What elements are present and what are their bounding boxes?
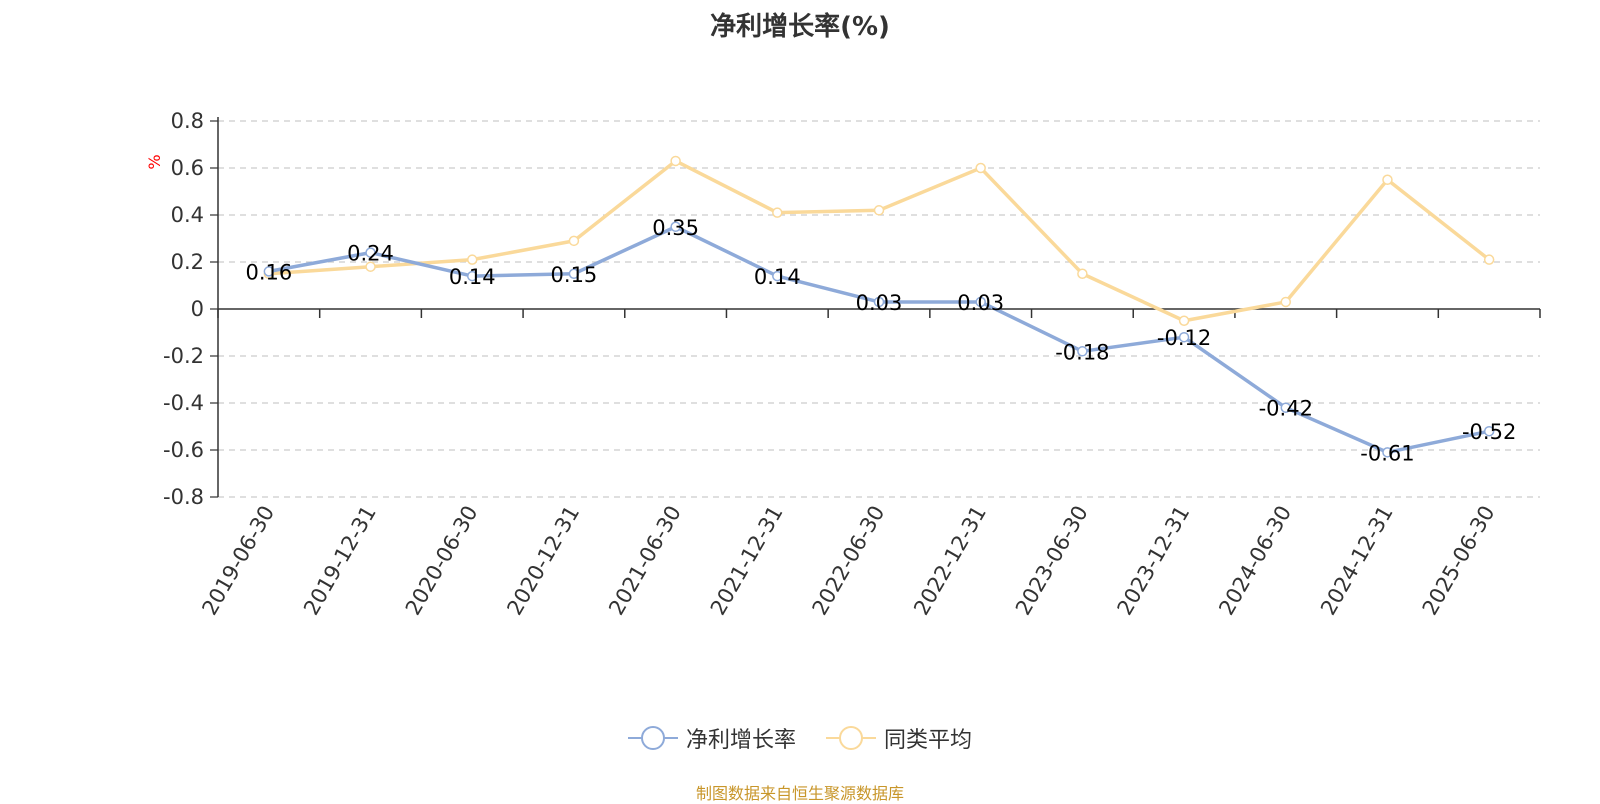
legend-item-series-2[interactable]: 同类平均 <box>826 722 972 754</box>
data-label: 0.03 <box>957 291 1004 315</box>
data-point-series-1 <box>1382 447 1393 458</box>
y-tick-label: -0.8 <box>163 485 204 509</box>
data-label: -0.42 <box>1259 397 1313 421</box>
legend-item-series-1[interactable]: 净利增长率 <box>627 722 796 754</box>
x-tick-label: 2024-12-31 <box>1316 502 1398 620</box>
data-point-series-2 <box>772 207 783 218</box>
x-tick-label: 2021-12-31 <box>706 502 788 620</box>
x-tick-label: 2023-06-30 <box>1011 502 1093 620</box>
data-point-series-1 <box>1178 331 1190 343</box>
data-point-series-2 <box>1382 174 1393 185</box>
data-point-series-2 <box>1483 254 1495 265</box>
y-tick-label: 0.8 <box>171 109 204 133</box>
y-tick-label: -0.6 <box>163 438 204 462</box>
x-tick-label: 2023-12-31 <box>1113 502 1195 620</box>
data-labels: 0.16 0.24 0.14 0.15 0.35 0.14 0.03 0.03 -0.18 -0.… <box>245 216 1516 466</box>
data-label: -0.61 <box>1360 441 1414 465</box>
y-tick-label: 0.2 <box>171 250 204 274</box>
x-tick-label: 2021-06-30 <box>604 502 686 620</box>
data-label: 0.15 <box>551 263 598 287</box>
y-axis-title: % <box>145 154 164 169</box>
data-label: -0.52 <box>1462 420 1516 444</box>
legend-swatch-series-1 <box>627 726 678 750</box>
source-note: 制图数据来自恒生聚源数据库 <box>695 784 904 803</box>
data-point-series-2 <box>1077 268 1088 279</box>
data-point-series-2 <box>1280 296 1292 308</box>
legend-label-series-1: 净利增长率 <box>685 728 796 753</box>
x-tick-label: 2020-12-31 <box>502 502 584 620</box>
x-tick-label: 2024-06-30 <box>1214 502 1296 620</box>
x-tick-label: 2019-06-30 <box>197 502 279 620</box>
data-point-series-2 <box>466 254 478 265</box>
data-label: 0.24 <box>347 242 394 266</box>
data-label: 0.03 <box>856 291 903 315</box>
data-point-series-1 <box>263 266 275 277</box>
data-point-series-1 <box>1077 346 1088 357</box>
data-point-series-1 <box>975 296 986 308</box>
data-label: 0.14 <box>754 265 801 289</box>
data-point-series-1 <box>1280 402 1292 413</box>
data-label: -0.18 <box>1055 340 1109 364</box>
data-point-series-1 <box>873 296 885 308</box>
data-point-series-1 <box>772 270 783 282</box>
data-point-series-1 <box>466 270 478 282</box>
y-tick-label: 0 <box>191 297 204 321</box>
y-tick-label: 0.4 <box>171 203 204 227</box>
data-point-series-2 <box>975 162 986 174</box>
data-point-series-1 <box>568 268 580 279</box>
y-tick-label: -0.4 <box>163 391 204 415</box>
data-point-series-1 <box>670 221 681 232</box>
data-point-series-2 <box>568 235 580 247</box>
x-tick-label: 2022-12-31 <box>909 502 991 620</box>
data-label: -0.12 <box>1157 326 1211 350</box>
x-tick-label: 2022-06-30 <box>808 502 890 620</box>
data-point-series-1 <box>1483 425 1495 437</box>
data-point-series-2 <box>670 155 681 167</box>
series-lines <box>263 155 1495 458</box>
data-point-series-2 <box>873 205 885 216</box>
x-tick-label: 2025-06-30 <box>1418 502 1500 620</box>
y-tick-label: -0.2 <box>163 344 204 368</box>
data-label: 0.14 <box>449 265 496 289</box>
chart-title: 净利增长率(%) <box>710 12 890 42</box>
data-label: 0.35 <box>652 216 699 240</box>
data-label: 0.16 <box>245 260 292 284</box>
data-point-series-2 <box>1178 315 1190 326</box>
data-point-series-1 <box>365 247 376 258</box>
legend-label-series-2: 同类平均 <box>884 728 973 753</box>
data-point-series-2 <box>365 261 376 272</box>
legend: 净利增长率 同类平均 <box>0 722 1600 754</box>
x-tick-label: 2020-06-30 <box>401 502 483 620</box>
y-tick-label: 0.6 <box>171 156 204 180</box>
legend-swatch-series-2 <box>826 726 876 750</box>
x-tick-label: 2019-12-31 <box>299 502 381 620</box>
